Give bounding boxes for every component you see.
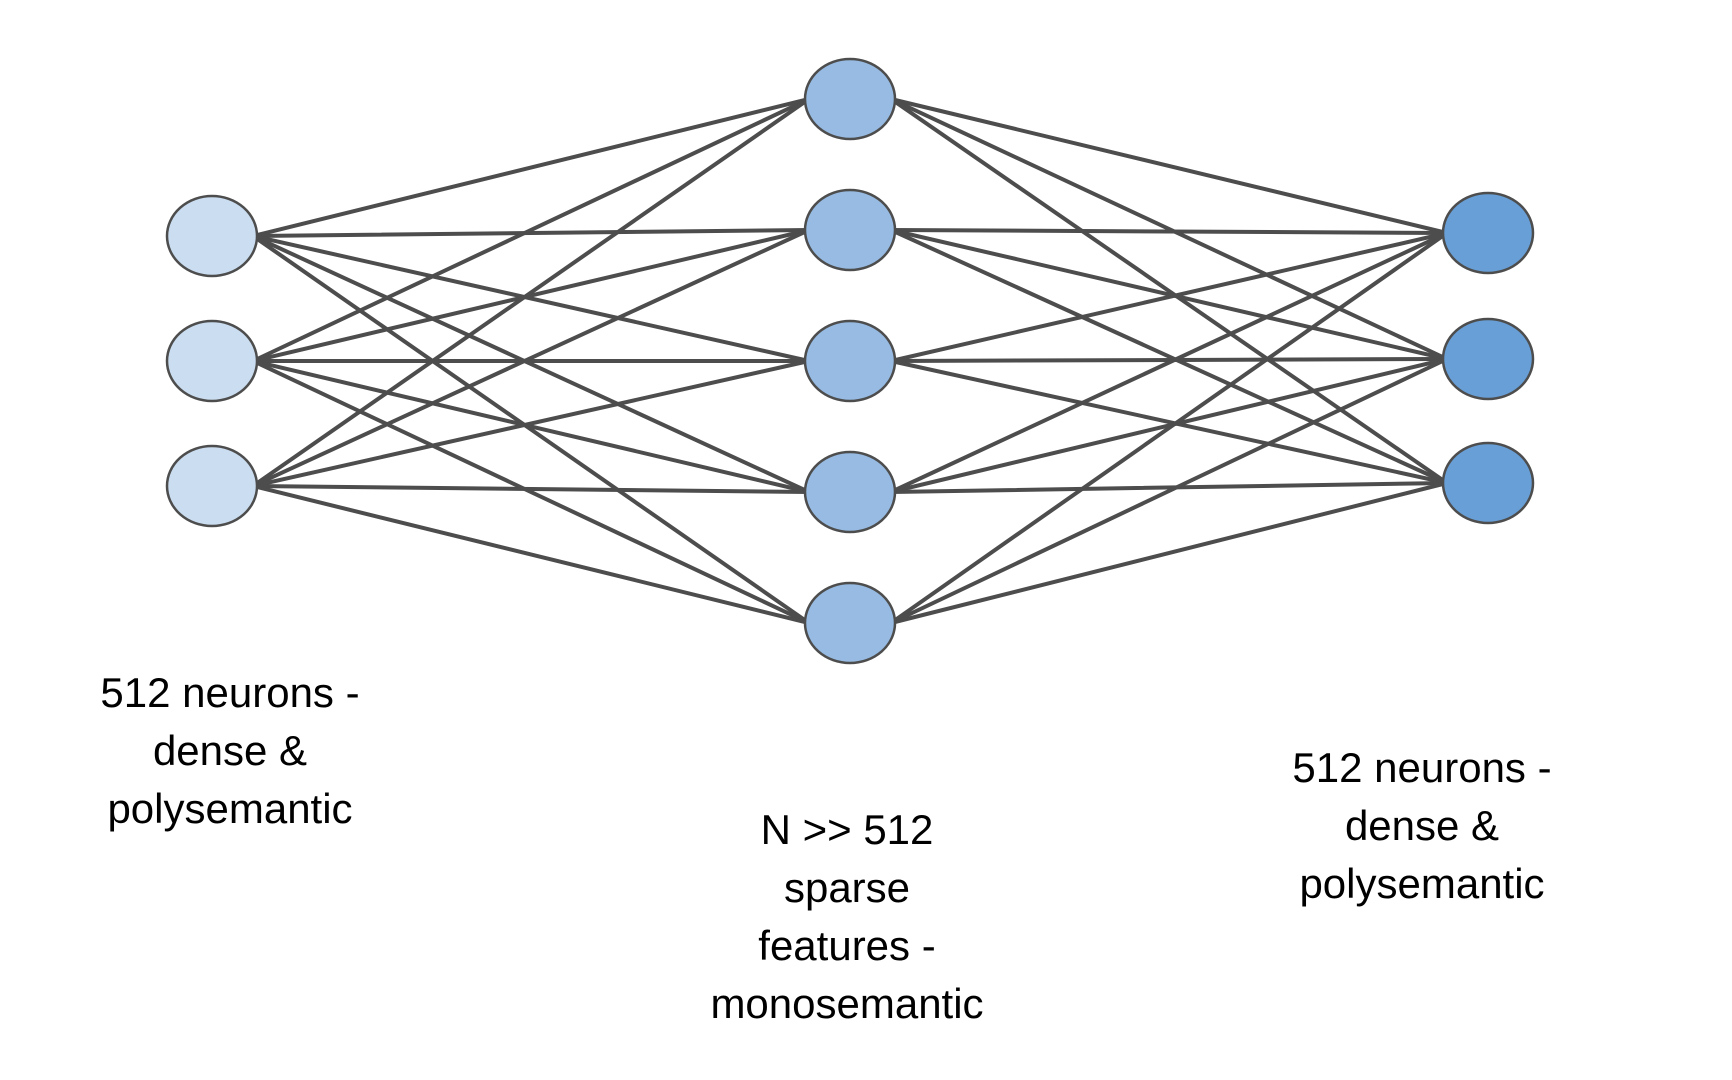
input-caption-line-2: dense & xyxy=(152,727,308,774)
output-node-3 xyxy=(1441,441,1535,525)
hidden-caption-line-3: features - xyxy=(758,922,936,969)
input-caption-line-1: 512 neurons - xyxy=(100,669,360,716)
hidden-caption-line-4: monosemantic xyxy=(710,980,984,1027)
edge-input-1-to-hidden-4 xyxy=(251,234,811,494)
edge-hidden-4-to-output-2 xyxy=(889,357,1449,494)
edge-input-1-to-hidden-1 xyxy=(251,97,811,238)
edge-hidden-5-to-output-1 xyxy=(889,231,1449,625)
edge-hidden-5-to-output-2 xyxy=(889,357,1449,625)
hidden-node-3 xyxy=(803,319,897,403)
edge-hidden-3-to-output-1 xyxy=(889,231,1449,363)
hidden-caption-line-2: sparse xyxy=(783,864,911,911)
edge-input-2-to-hidden-4 xyxy=(251,359,811,494)
output-node-1 xyxy=(1441,191,1535,275)
output-caption-line-2: dense & xyxy=(1344,802,1500,849)
output-layer-caption: 512 neurons - dense & polysemantic xyxy=(1242,739,1602,913)
edge-hidden-3-to-output-3 xyxy=(889,359,1449,485)
edge-input-3-to-hidden-5 xyxy=(251,484,811,625)
input-node-2 xyxy=(165,319,259,403)
edge-hidden-3-to-output-2 xyxy=(889,357,1449,363)
edge-hidden-4-to-output-3 xyxy=(889,481,1449,494)
layer-nodes xyxy=(165,57,1535,665)
edge-hidden-1-to-output-1 xyxy=(889,97,1449,235)
input-layer-caption: 512 neurons - dense & polysemantic xyxy=(50,664,410,838)
output-node-2 xyxy=(1441,317,1535,401)
edge-input-1-to-hidden-5 xyxy=(251,234,811,625)
hidden-node-1 xyxy=(803,57,897,141)
hidden-node-4 xyxy=(803,450,897,534)
edge-hidden-1-to-output-2 xyxy=(889,97,1449,361)
edge-input-2-to-hidden-5 xyxy=(251,359,811,625)
output-caption-line-1: 512 neurons - xyxy=(1292,744,1552,791)
edge-input-3-to-hidden-3 xyxy=(251,359,811,488)
edge-hidden-2-to-output-3 xyxy=(889,228,1449,485)
hidden-node-2 xyxy=(803,188,897,272)
edge-hidden-1-to-output-3 xyxy=(889,97,1449,485)
hidden-layer-caption: N >> 512 sparse features - monosemantic xyxy=(667,801,1027,1033)
edge-input-3-to-hidden-4 xyxy=(251,484,811,494)
edge-hidden-2-to-output-2 xyxy=(889,228,1449,361)
edge-hidden-5-to-output-3 xyxy=(889,481,1449,625)
connection-edges xyxy=(251,97,1449,625)
edge-input-2-to-hidden-2 xyxy=(251,228,811,363)
input-caption-line-3: polysemantic xyxy=(107,785,353,832)
edge-hidden-2-to-output-1 xyxy=(889,228,1449,235)
output-caption-line-3: polysemantic xyxy=(1299,860,1545,907)
hidden-node-5 xyxy=(803,581,897,665)
input-node-3 xyxy=(165,444,259,528)
edge-input-2-to-hidden-1 xyxy=(251,97,811,363)
edge-input-1-to-hidden-2 xyxy=(251,228,811,238)
edge-input-1-to-hidden-3 xyxy=(251,234,811,363)
edge-input-3-to-hidden-2 xyxy=(251,228,811,488)
hidden-caption-line-1: N >> 512 xyxy=(760,806,934,853)
input-node-1 xyxy=(165,194,259,278)
edge-hidden-4-to-output-1 xyxy=(889,231,1449,494)
edge-input-3-to-hidden-1 xyxy=(251,97,811,488)
